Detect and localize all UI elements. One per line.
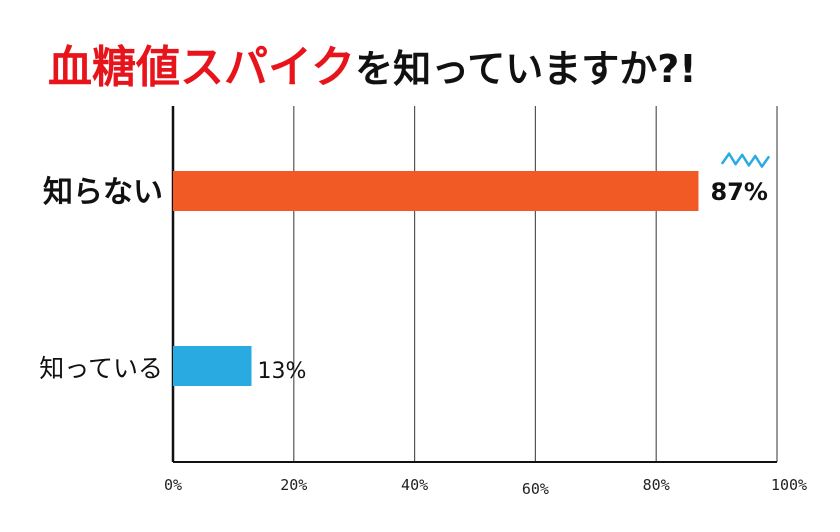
x-tick-label-60: 60% bbox=[522, 480, 549, 498]
labels: 0% 20% 40% 60% 80% 100% 知らない 87% 知っている 13% bbox=[39, 152, 807, 498]
x-tick-label-80: 80% bbox=[643, 476, 670, 494]
value-label-2: 13% bbox=[258, 359, 307, 384]
chart-title: 血糖値スパイクを知っていますか?! bbox=[48, 42, 697, 93]
category-label-2: 知っている bbox=[39, 354, 163, 383]
value-label-1: 87% bbox=[710, 178, 767, 206]
emphasis-zigzag-icon bbox=[721, 152, 770, 168]
x-tick-label-0: 0% bbox=[164, 476, 182, 494]
x-tick-label-100: 100% bbox=[771, 476, 807, 494]
gridlines bbox=[171, 106, 778, 463]
x-tick-label-20: 20% bbox=[280, 476, 307, 494]
bar-2 bbox=[173, 346, 252, 386]
x-tick-label-40: 40% bbox=[401, 476, 428, 494]
title-rest: を知っていますか?! bbox=[355, 47, 696, 91]
bars bbox=[173, 171, 699, 386]
bar-1 bbox=[173, 171, 699, 211]
category-label-1: 知らない bbox=[43, 175, 163, 210]
title-highlight: 血糖値スパイク bbox=[48, 42, 355, 93]
